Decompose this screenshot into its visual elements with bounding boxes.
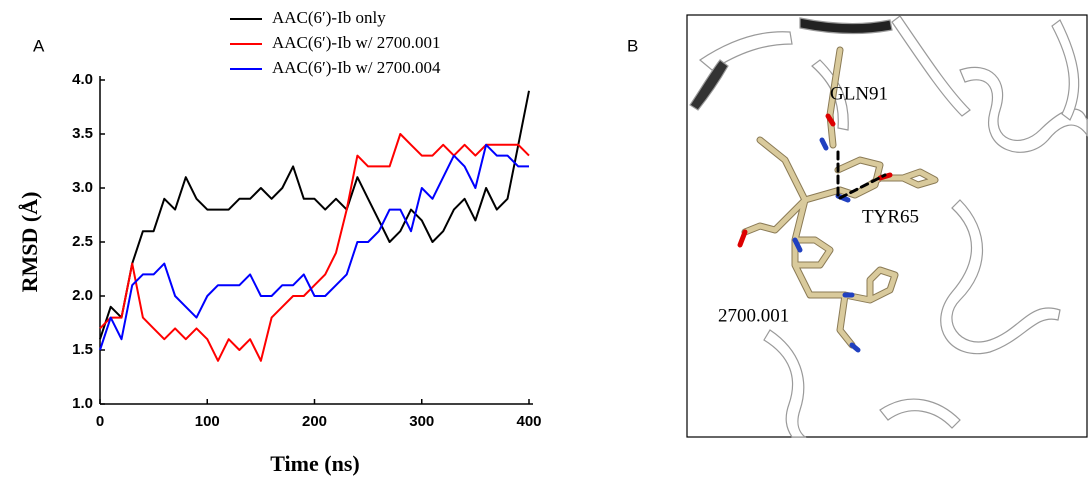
legend-label: AAC(6′)-Ib w/ 2700.004 xyxy=(272,58,441,77)
y-tick-label: 1.0 xyxy=(72,395,93,412)
y-tick-label: 2.5 xyxy=(72,233,93,250)
x-tick-label: 100 xyxy=(195,413,220,430)
series-line xyxy=(99,143,529,351)
residue-label: GLN91 xyxy=(830,83,888,104)
panel-label: A xyxy=(33,36,45,55)
legend-label: AAC(6′)-Ib w/ 2700.001 xyxy=(272,33,441,52)
panel-label: B xyxy=(627,36,638,55)
y-tick-label: 3.5 xyxy=(72,125,93,142)
y-tick-label: 1.5 xyxy=(72,341,93,358)
x-tick-label: 200 xyxy=(302,413,327,430)
structure-panel: GLN91 TYR65 2700.001 xyxy=(686,14,1088,438)
y-tick-label: 2.0 xyxy=(72,287,93,304)
x-tick-label: 0 xyxy=(96,413,104,430)
y-tick-label: 3.0 xyxy=(72,179,93,196)
ligand-label: 2700.001 xyxy=(718,305,789,326)
x-tick-label: 300 xyxy=(409,413,434,430)
legend-label: AAC(6′)-Ib only xyxy=(272,8,386,27)
molecule xyxy=(737,46,939,353)
x-axis-label: Time (ns) xyxy=(270,451,359,476)
y-axis-label: RMSD (Å) xyxy=(17,192,42,293)
ribbons xyxy=(689,15,1088,438)
series-line xyxy=(99,90,530,340)
series-line xyxy=(99,133,530,362)
y-tick-label: 4.0 xyxy=(72,71,93,88)
x-tick-label: 400 xyxy=(516,413,541,430)
residue-label: TYR65 xyxy=(862,206,919,227)
